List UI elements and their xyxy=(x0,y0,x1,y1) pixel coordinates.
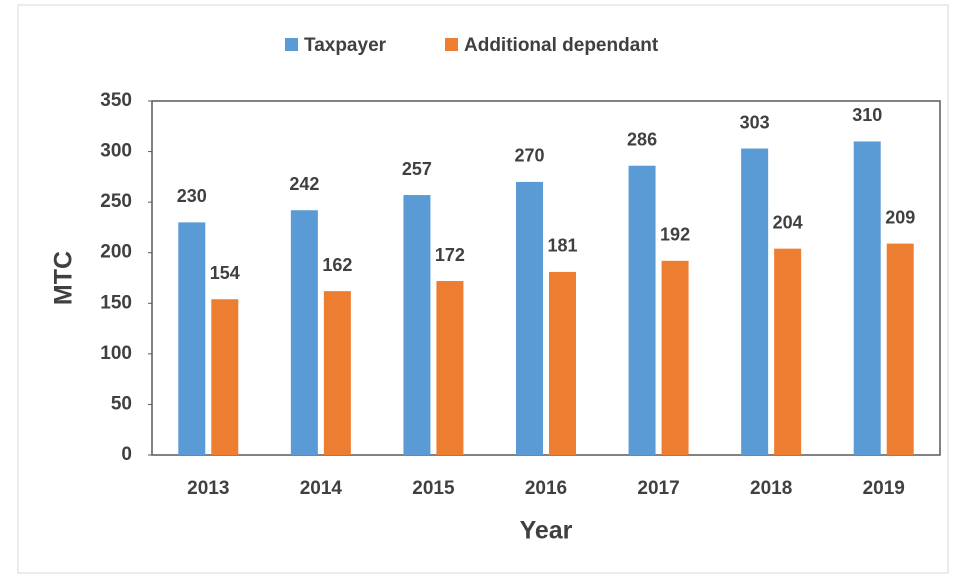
y-tick-label: 300 xyxy=(100,141,132,162)
bar xyxy=(211,299,239,455)
value-label: 310 xyxy=(852,105,882,125)
value-label: 154 xyxy=(210,263,240,283)
value-label: 286 xyxy=(627,129,657,149)
x-tick-label: 2016 xyxy=(525,478,567,499)
legend-swatch xyxy=(285,38,298,51)
x-tick-label: 2019 xyxy=(863,478,905,499)
bar xyxy=(661,260,689,455)
value-label: 209 xyxy=(885,207,915,227)
y-tick-label: 100 xyxy=(100,343,132,364)
x-axis-title: Year xyxy=(520,517,573,545)
bar xyxy=(628,165,656,455)
legend-label: Taxpayer xyxy=(304,35,387,56)
chart-border xyxy=(17,4,949,574)
y-tick-label: 200 xyxy=(100,242,132,263)
y-tick-label: 150 xyxy=(100,292,132,313)
bar xyxy=(549,271,576,455)
value-label: 242 xyxy=(289,174,319,194)
bar xyxy=(436,281,464,455)
value-label: 230 xyxy=(177,186,207,206)
value-label: 181 xyxy=(547,236,577,256)
y-tick-label: 0 xyxy=(121,444,132,465)
value-label: 204 xyxy=(773,212,803,232)
bar xyxy=(886,243,914,455)
y-tick-label: 350 xyxy=(100,90,132,111)
y-tick-label: 250 xyxy=(100,191,132,212)
bar xyxy=(323,291,351,455)
value-label: 172 xyxy=(435,245,465,265)
x-tick-label: 2013 xyxy=(187,478,229,499)
plot-frame xyxy=(151,100,941,456)
y-axis-title: MTC xyxy=(50,251,78,305)
bar xyxy=(290,210,318,455)
value-label: 257 xyxy=(402,159,432,179)
x-tick-label: 2015 xyxy=(412,478,455,499)
legend-label: Additional dependant xyxy=(464,35,659,56)
value-label: 270 xyxy=(514,146,544,166)
x-tick-label: 2014 xyxy=(300,478,343,499)
bar xyxy=(741,148,769,455)
value-label: 192 xyxy=(660,225,690,245)
bar xyxy=(403,195,431,455)
y-tick-label: 50 xyxy=(111,393,132,414)
bar xyxy=(853,141,881,455)
x-tick-label: 2018 xyxy=(750,478,792,499)
value-label: 303 xyxy=(740,112,770,132)
bar xyxy=(178,222,206,455)
x-tick-label: 2017 xyxy=(637,478,679,499)
bar xyxy=(516,181,543,455)
legend-swatch xyxy=(445,38,458,51)
bar xyxy=(774,248,802,455)
value-label: 162 xyxy=(322,255,352,275)
